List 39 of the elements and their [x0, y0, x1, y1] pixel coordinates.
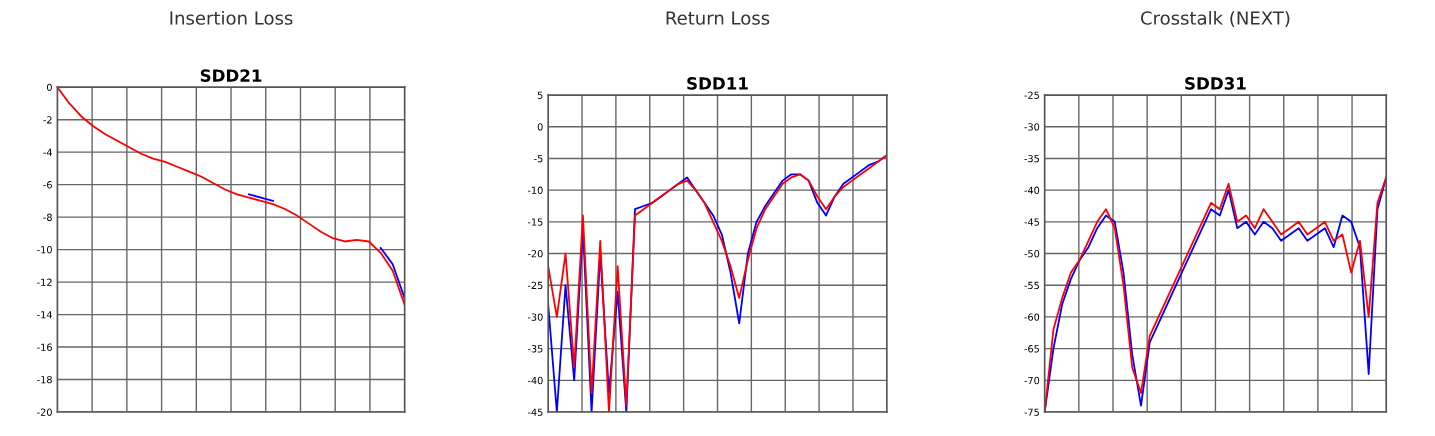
y-tick-label: -40: [527, 376, 543, 385]
y-tick-label: -16: [37, 343, 52, 351]
y-tick-label: -2: [43, 116, 52, 124]
y-tick-label: -5: [534, 155, 543, 163]
y-tick-label: -14: [37, 311, 52, 319]
y-tick-label: -30: [1024, 123, 1040, 131]
y-tick-label: 0: [537, 123, 543, 131]
y-tick-label: -10: [37, 246, 52, 254]
y-tick-label: 0: [46, 83, 52, 92]
y-tick-label: -65: [1024, 345, 1039, 353]
chart-subtitle: SDD21: [200, 69, 262, 82]
y-tick-label: -55: [1024, 281, 1039, 290]
y-tick-label: -45: [1024, 218, 1039, 226]
y-tick-label: -20: [527, 250, 543, 258]
chart-subtitle: SDD31: [1185, 77, 1246, 90]
y-tick-label: -4: [43, 148, 52, 156]
chart-subtitle: SDD11: [687, 77, 748, 90]
chart-title: Insertion Loss: [170, 10, 293, 25]
y-tick-label: -40: [1024, 186, 1040, 194]
y-tick-label: -10: [527, 186, 543, 194]
y-tick-label: 5: [537, 91, 543, 99]
y-tick-label: -8: [43, 213, 52, 221]
y-tick-label: -60: [1024, 313, 1040, 321]
y-tick-label: -35: [527, 345, 543, 353]
y-tick-label: -35: [1024, 154, 1039, 163]
y-tick-label: -30: [527, 313, 543, 321]
y-tick-label: -15: [527, 218, 543, 226]
y-tick-label: -75: [1024, 408, 1039, 416]
y-tick-label: -70: [1024, 376, 1040, 385]
y-tick-label: -12: [37, 278, 52, 286]
y-tick-label: -50: [1024, 250, 1040, 258]
chart-title: Crosstalk (NEXT): [1141, 10, 1290, 27]
chart-title: Return Loss: [666, 11, 770, 25]
y-tick-label: -45: [527, 408, 543, 416]
y-tick-label: -18: [37, 376, 52, 384]
y-tick-label: -6: [43, 181, 52, 189]
y-tick-label: -20: [37, 408, 52, 416]
y-tick-label: -25: [1024, 91, 1039, 99]
y-tick-label: -25: [527, 281, 543, 290]
